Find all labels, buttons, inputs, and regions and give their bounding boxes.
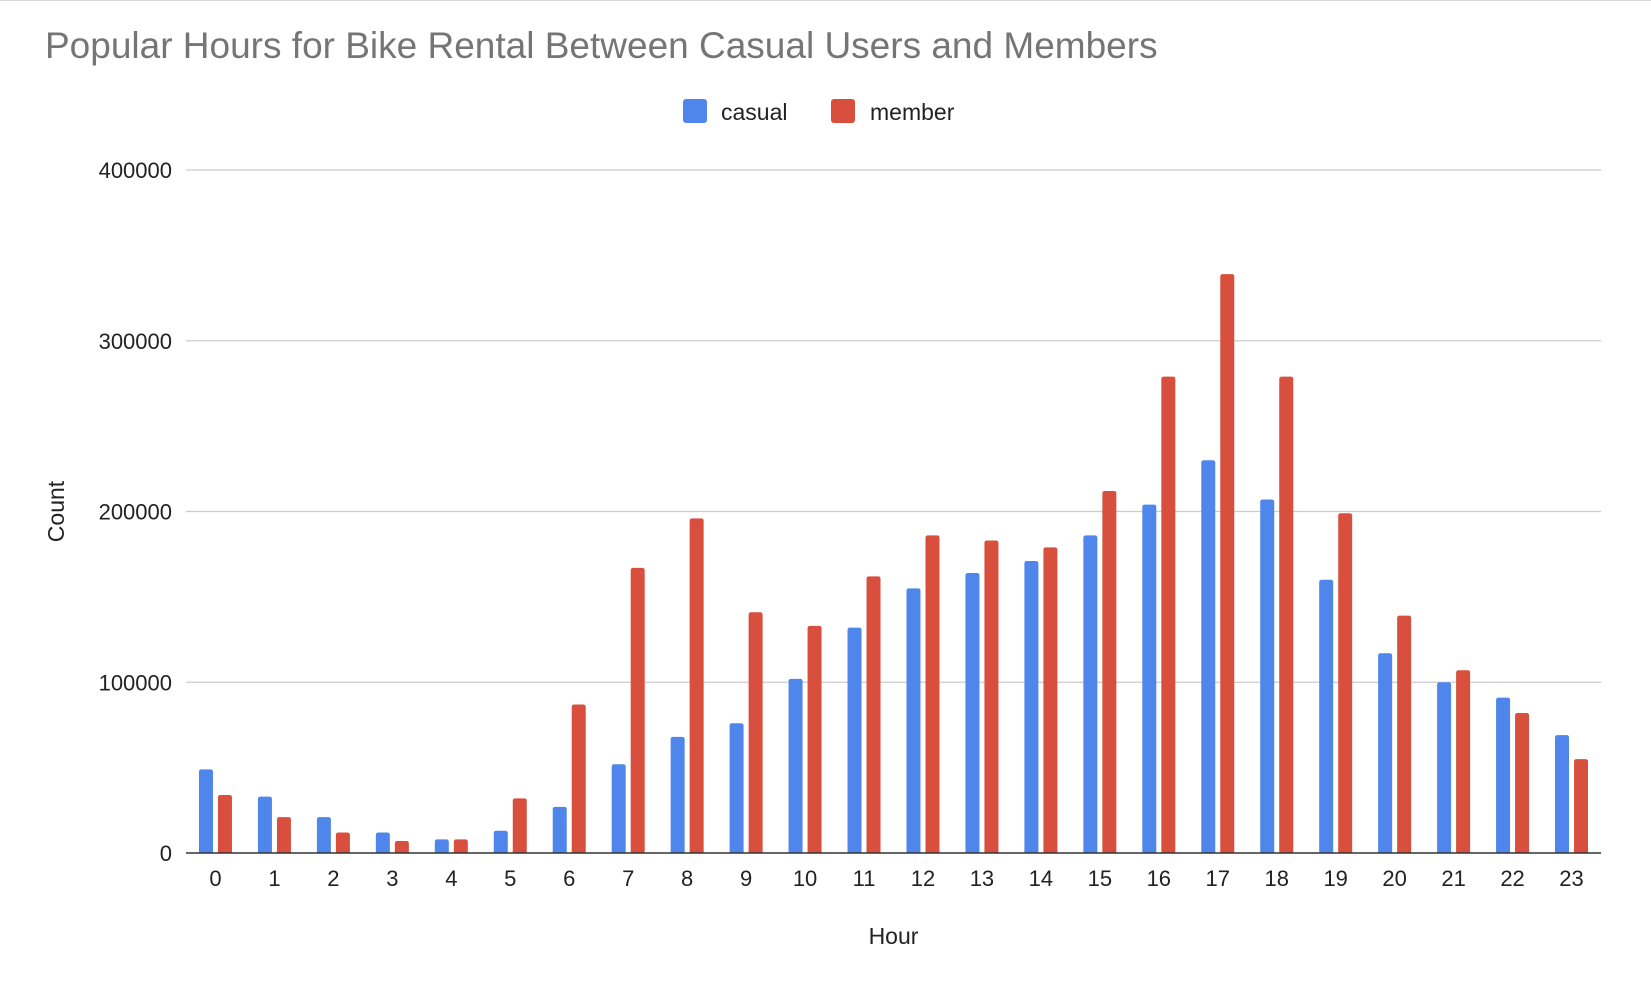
bar-member-hour-6 — [571, 704, 586, 853]
bar-member-hour-21 — [1456, 670, 1471, 853]
x-tick-label: 11 — [853, 866, 876, 891]
x-tick-label: 7 — [622, 866, 634, 891]
y-tick-label: 200000 — [99, 500, 172, 525]
bar-member-hour-11 — [866, 576, 881, 853]
bar-member-hour-17 — [1220, 274, 1235, 854]
bar-casual-hour-2 — [316, 817, 331, 853]
x-tick-label: 9 — [740, 866, 752, 891]
x-tick-label: 23 — [1559, 866, 1583, 891]
bar-member-hour-23 — [1574, 759, 1589, 853]
bar-member-hour-13 — [984, 540, 999, 853]
bar-casual-hour-22 — [1496, 697, 1511, 853]
bar-casual-hour-12 — [906, 588, 921, 853]
bar-member-hour-2 — [335, 832, 350, 853]
bar-member-hour-22 — [1515, 712, 1530, 853]
x-axis-title: Hour — [869, 923, 919, 949]
bar-member-hour-14 — [1043, 547, 1058, 853]
chart-legend: casual member — [683, 99, 955, 125]
bar-casual-hour-5 — [493, 830, 508, 853]
legend-label-casual: casual — [721, 99, 787, 125]
bar-member-hour-8 — [689, 518, 704, 853]
x-tick-label: 10 — [793, 866, 817, 891]
bar-casual-hour-4 — [434, 839, 449, 853]
bar-casual-hour-10 — [788, 678, 803, 853]
bar-casual-hour-0 — [198, 769, 213, 853]
bar-casual-hour-7 — [611, 764, 626, 853]
top-border — [0, 0, 1651, 1]
y-tick-label: 0 — [160, 841, 172, 866]
bar-casual-hour-13 — [965, 572, 980, 853]
bar-member-hour-18 — [1279, 376, 1294, 853]
x-tick-label: 19 — [1323, 866, 1347, 891]
x-tick-label: 17 — [1206, 866, 1230, 891]
bar-member-hour-19 — [1338, 513, 1353, 853]
bar-casual-hour-8 — [670, 736, 685, 853]
y-tick-label: 300000 — [99, 329, 172, 354]
bar-casual-hour-15 — [1083, 535, 1098, 853]
bar-member-hour-7 — [630, 567, 645, 853]
x-tick-label: 18 — [1264, 866, 1288, 891]
x-axis-ticks: 0 1 2 3 4 5 6 7 8 9 10 11 12 13 14 15 16 17 18 19 20 21 22 23 — [209, 866, 1583, 891]
x-tick-label: 14 — [1029, 866, 1053, 891]
bar-casual-hour-16 — [1142, 504, 1157, 853]
bar-member-hour-10 — [807, 625, 822, 853]
bar-casual-hour-21 — [1437, 682, 1452, 853]
bar-member-hour-16 — [1161, 376, 1176, 853]
gridlines — [186, 169, 1601, 683]
bar-casual-hour-1 — [257, 796, 272, 853]
bar-casual-hour-6 — [552, 806, 567, 853]
x-tick-label: 8 — [681, 866, 693, 891]
bar-casual-hour-17 — [1201, 460, 1216, 853]
bar-casual-hour-23 — [1555, 735, 1570, 853]
bar-member-hour-3 — [394, 841, 409, 853]
bar-casual-hour-20 — [1378, 653, 1393, 853]
bar-member-hour-1 — [276, 817, 291, 853]
y-axis-ticks: 0 100000 200000 300000 400000 — [99, 158, 172, 866]
x-tick-label: 0 — [209, 866, 221, 891]
bar-member-hour-9 — [748, 612, 763, 853]
legend-swatch-casual — [683, 99, 707, 123]
x-tick-label: 22 — [1500, 866, 1524, 891]
x-tick-label: 16 — [1147, 866, 1171, 891]
x-tick-label: 1 — [268, 866, 280, 891]
x-tick-label: 12 — [911, 866, 935, 891]
bar-casual-hour-19 — [1319, 579, 1334, 853]
x-tick-label: 2 — [327, 866, 339, 891]
x-tick-label: 15 — [1088, 866, 1112, 891]
y-tick-label: 100000 — [99, 670, 172, 695]
legend-swatch-member — [831, 99, 855, 123]
bar-casual-hour-3 — [375, 832, 390, 853]
legend-label-member: member — [870, 99, 955, 125]
bar-member-hour-4 — [453, 839, 468, 853]
x-tick-label: 13 — [970, 866, 994, 891]
x-tick-label: 20 — [1382, 866, 1406, 891]
bar-member-hour-5 — [512, 798, 527, 853]
bar-member-hour-15 — [1102, 491, 1117, 853]
chart-title: Popular Hours for Bike Rental Between Ca… — [45, 25, 1158, 66]
bar-member-hour-20 — [1397, 615, 1412, 853]
bar-casual-hour-11 — [847, 627, 862, 853]
bar-member-hour-0 — [217, 794, 232, 853]
bars-group — [198, 274, 1589, 854]
bar-casual-hour-18 — [1260, 499, 1275, 853]
x-tick-label: 3 — [386, 866, 398, 891]
x-tick-label: 21 — [1441, 866, 1465, 891]
bar-casual-hour-14 — [1024, 561, 1039, 853]
bar-casual-hour-9 — [729, 723, 744, 853]
y-axis-title: Count — [43, 480, 69, 542]
x-tick-label: 4 — [445, 866, 457, 891]
bar-member-hour-12 — [925, 535, 940, 853]
y-tick-label: 400000 — [99, 158, 172, 183]
x-tick-label: 5 — [504, 866, 516, 891]
x-tick-label: 6 — [563, 866, 575, 891]
